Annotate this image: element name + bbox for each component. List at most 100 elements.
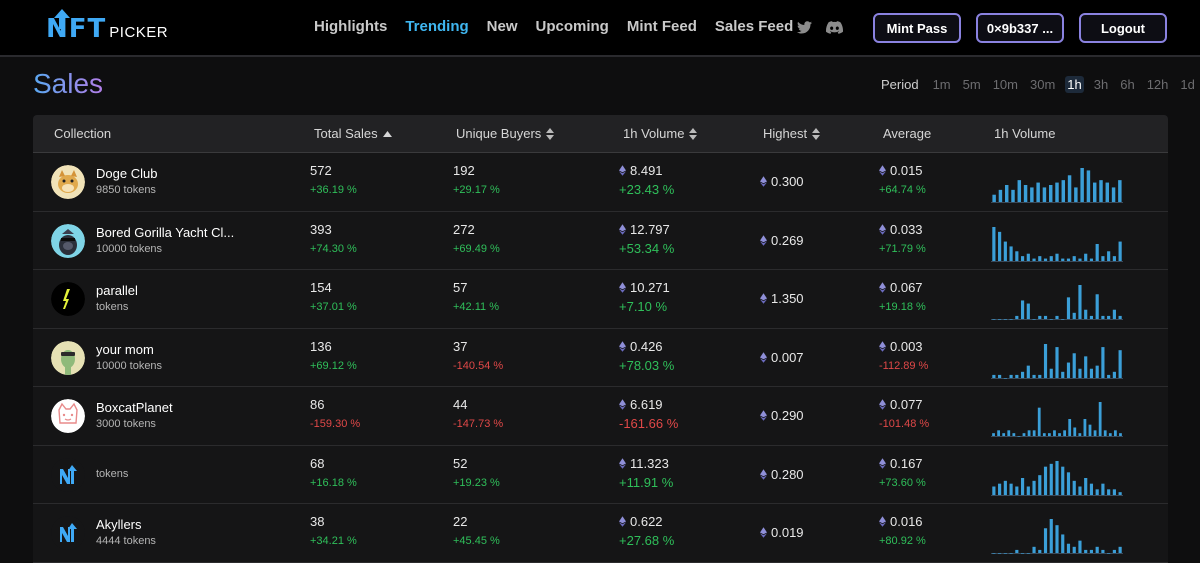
sparkline-bar	[1101, 315, 1105, 319]
collection-avatar[interactable]	[51, 282, 85, 316]
collection-avatar[interactable]	[51, 457, 85, 492]
unique-buyers-value: 57	[453, 280, 468, 295]
wallet-address-button[interactable]: 0×9b337 ...	[976, 13, 1064, 43]
total-sales-value: 393	[310, 221, 332, 237]
period-option-3h[interactable]: 3h	[1093, 77, 1109, 92]
sparkline-bar	[1032, 258, 1036, 261]
sparkline-bar	[992, 194, 996, 202]
nav-new[interactable]: New	[486, 18, 518, 35]
table-row[interactable]: Doge Club 9850 tokens 572 +36.19 % 192 +29.17…	[33, 153, 1168, 212]
period-option-1d[interactable]: 1d	[1180, 77, 1195, 92]
sparkline-bar	[1032, 319, 1036, 320]
volume-value: 0.426	[619, 339, 663, 354]
sparkline-bar	[1088, 424, 1092, 436]
highest-value: 1.350	[760, 291, 804, 306]
collection-name[interactable]: BoxcatPlanet	[96, 400, 173, 415]
ethereum-icon	[760, 527, 767, 538]
collection-avatar[interactable]	[51, 399, 85, 433]
sort-asc-icon	[382, 130, 392, 137]
table-row[interactable]: Akyllers 4444 tokens 38 +34.21 % 22 +45.45 % 0…	[33, 504, 1168, 563]
ethereum-icon	[619, 399, 626, 410]
sparkline-bar	[1003, 241, 1007, 261]
sparkline-bar	[1108, 433, 1112, 436]
volume-sparkline	[991, 460, 1123, 496]
nav-upcoming[interactable]: Upcoming	[535, 18, 609, 35]
discord-icon[interactable]	[826, 21, 843, 34]
collection-avatar[interactable]	[51, 165, 85, 199]
nav-mint-feed[interactable]: Mint Feed	[626, 18, 697, 35]
twitter-icon[interactable]	[797, 21, 812, 34]
nftpicker-logo[interactable]: NFT PICKER	[46, 9, 168, 44]
average-value: 0.033	[879, 222, 923, 237]
sparkline-bar	[1078, 368, 1082, 378]
average-change: +73.60 %	[879, 476, 926, 489]
collection-token-count: tokens	[96, 467, 129, 480]
nav-trending[interactable]: Trending	[405, 18, 469, 35]
table-row[interactable]: parallel tokens 154 +37.01 % 57 +42.11 % 10.27…	[33, 270, 1168, 329]
col-unique-buyers[interactable]: Unique Buyers	[456, 126, 555, 141]
collection-name[interactable]: Bored Gorilla Yacht Cl...	[96, 224, 235, 240]
sparkline-bar	[1084, 477, 1088, 495]
period-option-10m[interactable]: 10m	[992, 77, 1018, 92]
sparkline-bar	[1020, 255, 1025, 261]
sparkline-bar	[1049, 368, 1053, 378]
sparkline-bar	[1072, 255, 1076, 261]
sparkline-bar	[1118, 315, 1122, 319]
unique-buyers-value: 22	[453, 514, 468, 529]
sparkline-bar	[1111, 187, 1116, 202]
col-volume[interactable]: 1h Volume	[623, 126, 698, 141]
collection-name[interactable]: Akyllers	[96, 517, 142, 532]
period-option-30m[interactable]: 30m	[1030, 77, 1056, 92]
sparkline-bar	[1058, 433, 1061, 436]
sparkline-bar	[1043, 466, 1048, 495]
collection-avatar[interactable]	[51, 223, 85, 258]
collection-avatar[interactable]	[51, 340, 85, 375]
unique-buyers-value: 272	[453, 221, 475, 237]
sparkline-bar	[1078, 486, 1082, 495]
period-option-12h[interactable]: 12h	[1146, 77, 1169, 92]
sparkline-bar	[1061, 258, 1065, 261]
total-sales-value: 154	[310, 280, 332, 295]
collection-name[interactable]: your mom	[96, 341, 154, 357]
sparkline-bar	[1101, 346, 1105, 378]
volume-change: +53.34 %	[619, 240, 675, 256]
logout-button[interactable]: Logout	[1079, 13, 1167, 43]
total-sales-value: 86	[310, 397, 325, 412]
col-total-sales[interactable]: Total Sales	[314, 126, 392, 141]
table-row[interactable]: BoxcatPlanet 3000 tokens 86 -159.30 % 44 -147…	[33, 387, 1168, 446]
table-row[interactable]: Bored Gorilla Yacht Cl... 10000 tokens 393…	[33, 211, 1168, 270]
sparkline-bar	[1009, 245, 1013, 261]
col-average: Average	[883, 126, 932, 141]
period-selector: Period 1m 5m 10m 30m 1h 3h 6h 12h 1d	[881, 76, 1200, 93]
table-row[interactable]: your mom 10000 tokens 136 +69.12 % 37 -140.54…	[33, 328, 1168, 387]
collection-token-count: 3000 tokens	[96, 418, 156, 430]
top-navigation-bar: NFT PICKER Highlights Trending New Upcom…	[0, 0, 1200, 57]
total-sales-change: -159.30 %	[310, 418, 361, 430]
collection-avatar[interactable]	[51, 516, 85, 550]
sparkline-bar	[1055, 182, 1059, 202]
mint-pass-button[interactable]: Mint Pass	[873, 13, 961, 43]
nav-sales-feed[interactable]: Sales Feed	[714, 18, 794, 35]
period-option-1h[interactable]: 1h	[1065, 76, 1084, 93]
unique-buyers-change: +42.11 %	[453, 301, 499, 313]
sparkline-bar	[1003, 553, 1007, 554]
period-option-5m[interactable]: 5m	[962, 77, 981, 92]
col-highest[interactable]: Highest	[763, 126, 821, 141]
period-option-1m[interactable]: 1m	[932, 77, 951, 92]
collection-name[interactable]: parallel	[96, 283, 138, 298]
unique-buyers-change: +29.17 %	[453, 184, 500, 196]
sparkline-bar	[1068, 419, 1072, 436]
ethereum-icon	[879, 282, 886, 293]
sparkline-bar	[1101, 549, 1105, 553]
period-option-6h[interactable]: 6h	[1120, 77, 1135, 92]
sparkline-bar	[1078, 540, 1082, 553]
nav-highlights[interactable]: Highlights	[314, 18, 388, 35]
sparkline-bar	[1003, 377, 1007, 379]
sparkline-bar	[1043, 258, 1048, 261]
ethereum-icon	[619, 457, 626, 469]
table-row[interactable]: tokens 68 +16.18 % 52 +19.23 % 11.323 +11.91 %…	[33, 445, 1168, 504]
collection-name[interactable]: Doge Club	[96, 166, 158, 181]
volume-sparkline	[991, 402, 1123, 437]
sparkline-bar	[1043, 315, 1048, 319]
sort-icon	[546, 127, 555, 140]
